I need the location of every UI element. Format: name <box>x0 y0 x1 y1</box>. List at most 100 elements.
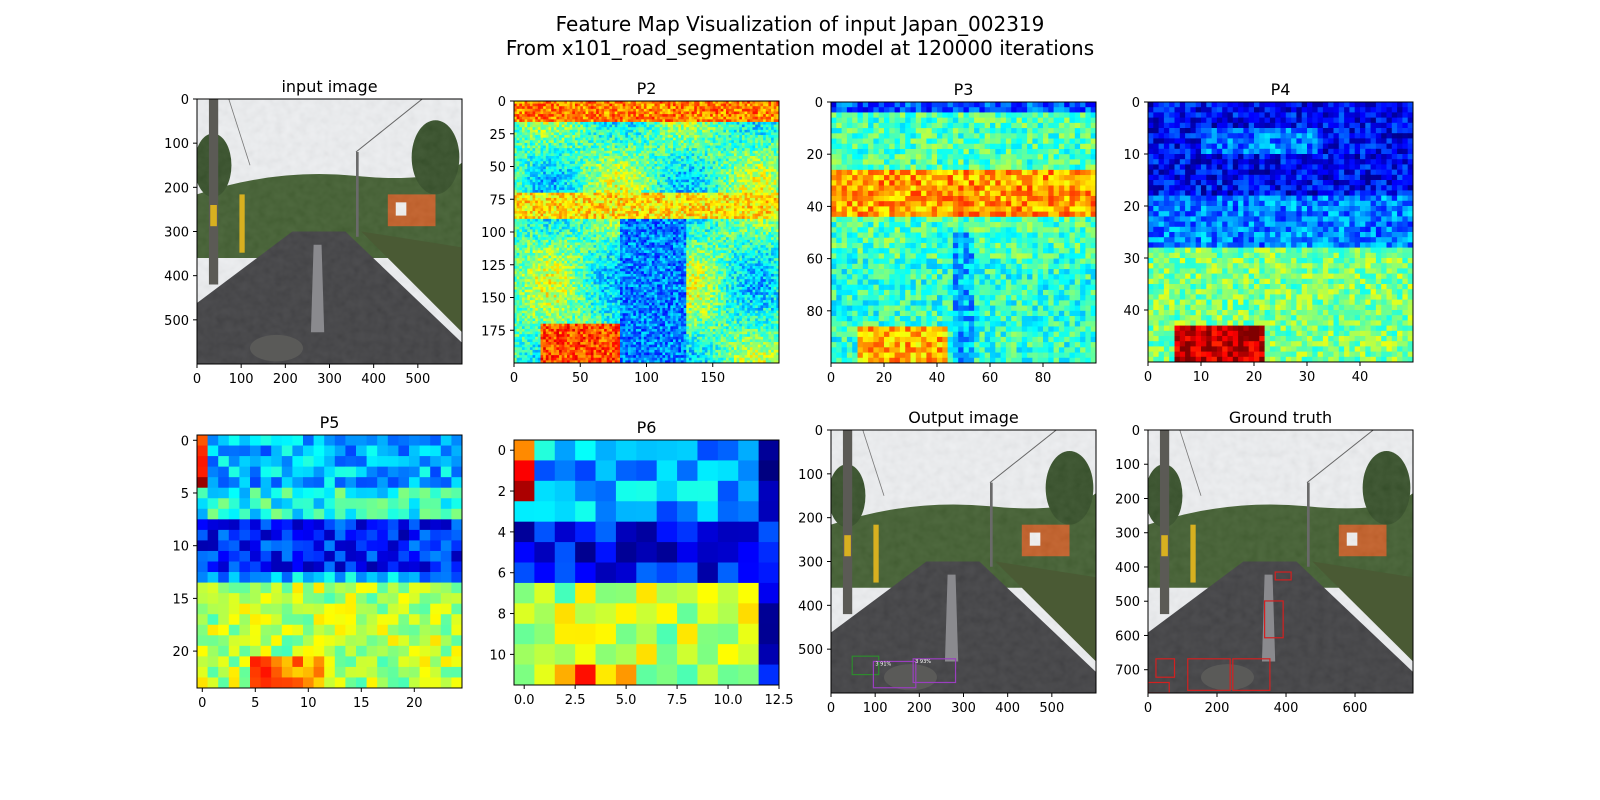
panel-p5: P5 0 5 10 15 20 0 5 10 15 20 <box>172 413 463 711</box>
y-tick-label: 8 <box>498 608 506 623</box>
y-tick-label: 5 <box>181 487 189 502</box>
panel-title: P5 <box>320 413 340 432</box>
panel-image <box>514 101 779 363</box>
x-tick-label: 0 <box>1144 370 1152 385</box>
panel-output-image: 3 91% 3 93% Output image 0 100 200 300 400 500 0 1… <box>798 408 1097 716</box>
x-tick-label: 500 <box>1039 701 1064 716</box>
y-tick-label: 10 <box>172 540 189 555</box>
x-tick-label: 400 <box>361 372 386 387</box>
panel-title: Ground truth <box>1229 408 1332 427</box>
pole-sign <box>1161 535 1168 557</box>
y-tick-label: 600 <box>1115 629 1140 644</box>
y-tick-label: 30 <box>1123 252 1140 267</box>
barrier-post <box>1190 524 1196 583</box>
pole-sign <box>210 205 217 227</box>
y-tick-label: 75 <box>489 193 506 208</box>
grass-verge <box>995 561 1096 662</box>
x-tick-label: 0 <box>198 696 206 711</box>
y-tick-label: 0 <box>498 95 506 110</box>
x-tick-label: 300 <box>951 701 976 716</box>
utility-pole <box>356 152 359 237</box>
y-tick-label: 100 <box>1115 458 1140 473</box>
x-tick-label: 200 <box>1205 701 1230 716</box>
wire <box>989 430 1057 483</box>
panel-title: P4 <box>1271 80 1291 99</box>
y-tick-label: 100 <box>481 226 506 241</box>
y-tick-label: 80 <box>806 305 823 320</box>
panel-p2: P2 0 50 100 150 0 25 50 75 100 125 150 175 <box>481 79 780 386</box>
wire <box>1179 430 1202 496</box>
figure-title-line1: Feature Map Visualization of input Japan… <box>556 12 1045 36</box>
y-tick-label: 60 <box>806 253 823 268</box>
x-tick-label: 40 <box>929 371 946 386</box>
x-tick-label: 100 <box>229 372 254 387</box>
pothole <box>250 334 303 362</box>
y-tick-label: 400 <box>1115 561 1140 576</box>
axes-frame <box>830 101 1097 364</box>
x-tick-label: 0 <box>1144 701 1152 716</box>
y-tick-label: 10 <box>1123 148 1140 163</box>
y-tick-label: 0 <box>498 444 506 459</box>
detection-label: 3 91% <box>875 661 891 667</box>
panel-image <box>197 435 462 688</box>
road-marking <box>944 574 959 662</box>
x-tick-label: 20 <box>1246 370 1263 385</box>
y-tick-label: 0 <box>815 424 823 439</box>
axes-frame <box>196 434 463 689</box>
pole-sign <box>844 535 851 557</box>
x-tick-label: 5.0 <box>616 693 637 708</box>
grass-verge <box>361 231 462 333</box>
y-tick-label: 700 <box>1115 664 1140 679</box>
ground-truth-box <box>1232 658 1271 691</box>
wire <box>1306 430 1374 483</box>
panel-title: input image <box>281 77 377 96</box>
y-tick-label: 500 <box>798 643 823 658</box>
utility-pole <box>842 430 853 615</box>
y-tick-label: 0 <box>815 96 823 111</box>
x-tick-label: 10.0 <box>714 693 743 708</box>
texture <box>831 430 1096 693</box>
y-tick-label: 20 <box>172 645 189 660</box>
road-marking <box>310 244 325 333</box>
y-tick-label: 500 <box>164 314 189 329</box>
figure-title-line2: From x101_road_segmentation model at 120… <box>506 36 1094 60</box>
utility-pole <box>990 482 993 567</box>
x-tick-label: 15 <box>353 696 370 711</box>
y-tick-label: 100 <box>798 468 823 483</box>
panel-image <box>514 440 779 685</box>
y-tick-label: 4 <box>498 526 506 541</box>
panel-image <box>1148 102 1413 362</box>
x-tick-label: 0.0 <box>514 693 535 708</box>
utility-pole <box>208 99 219 285</box>
panel-image <box>831 102 1096 363</box>
wire <box>862 430 885 496</box>
x-tick-label: 0 <box>827 371 835 386</box>
y-tick-label: 2 <box>498 485 506 500</box>
y-tick-label: 0 <box>1132 96 1140 111</box>
x-tick-label: 10 <box>300 696 317 711</box>
y-tick-label: 300 <box>164 226 189 241</box>
wire <box>355 99 423 153</box>
x-tick-label: 400 <box>1274 701 1299 716</box>
detection-box <box>872 660 917 689</box>
panel-title: P3 <box>954 80 974 99</box>
wire <box>228 99 251 166</box>
x-tick-label: 20 <box>876 371 893 386</box>
utility-pole <box>1159 430 1170 615</box>
ground-truth-box <box>1155 658 1176 678</box>
y-tick-label: 500 <box>1115 595 1140 610</box>
axes-frame <box>1147 101 1414 363</box>
ground-truth-box <box>1263 600 1284 639</box>
pothole <box>1201 664 1254 691</box>
y-tick-label: 0 <box>181 434 189 449</box>
x-tick-label: 50 <box>572 371 589 386</box>
panel-p3: P3 0 20 40 60 80 0 20 40 60 80 <box>806 80 1097 386</box>
barrier-post <box>873 524 879 583</box>
x-tick-label: 60 <box>982 371 999 386</box>
y-tick-label: 25 <box>489 128 506 143</box>
x-tick-label: 2.5 <box>565 693 586 708</box>
detection-box <box>912 658 957 684</box>
panel-title: Output image <box>908 408 1019 427</box>
road-marking <box>1261 574 1276 662</box>
y-tick-label: 125 <box>481 259 506 274</box>
